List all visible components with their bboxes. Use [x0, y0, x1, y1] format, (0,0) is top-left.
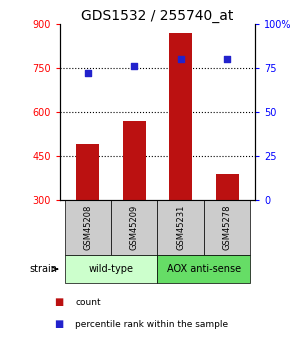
- Point: [178, 57, 183, 62]
- Text: count: count: [75, 298, 100, 307]
- Bar: [64, 255, 158, 283]
- Title: GDS1532 / 255740_at: GDS1532 / 255740_at: [81, 9, 234, 23]
- Bar: [215, 174, 239, 200]
- Text: AOX anti-sense: AOX anti-sense: [167, 264, 241, 274]
- Point: [225, 57, 230, 62]
- Text: strain: strain: [29, 264, 57, 274]
- Text: GSM45208: GSM45208: [83, 205, 92, 250]
- Text: ■: ■: [54, 297, 63, 307]
- Bar: [158, 255, 250, 283]
- Bar: [76, 144, 100, 200]
- Text: GSM45209: GSM45209: [130, 205, 139, 250]
- Bar: [64, 200, 111, 255]
- Text: GSM45278: GSM45278: [223, 205, 232, 250]
- Text: ■: ■: [54, 319, 63, 329]
- Bar: [158, 200, 204, 255]
- Text: percentile rank within the sample: percentile rank within the sample: [75, 320, 228, 329]
- Bar: [123, 121, 146, 200]
- Text: GSM45231: GSM45231: [176, 205, 185, 250]
- Bar: [204, 200, 250, 255]
- Bar: [169, 33, 192, 200]
- Point: [85, 71, 90, 76]
- Text: wild-type: wild-type: [88, 264, 134, 274]
- Bar: [111, 200, 158, 255]
- Point: [132, 63, 137, 69]
